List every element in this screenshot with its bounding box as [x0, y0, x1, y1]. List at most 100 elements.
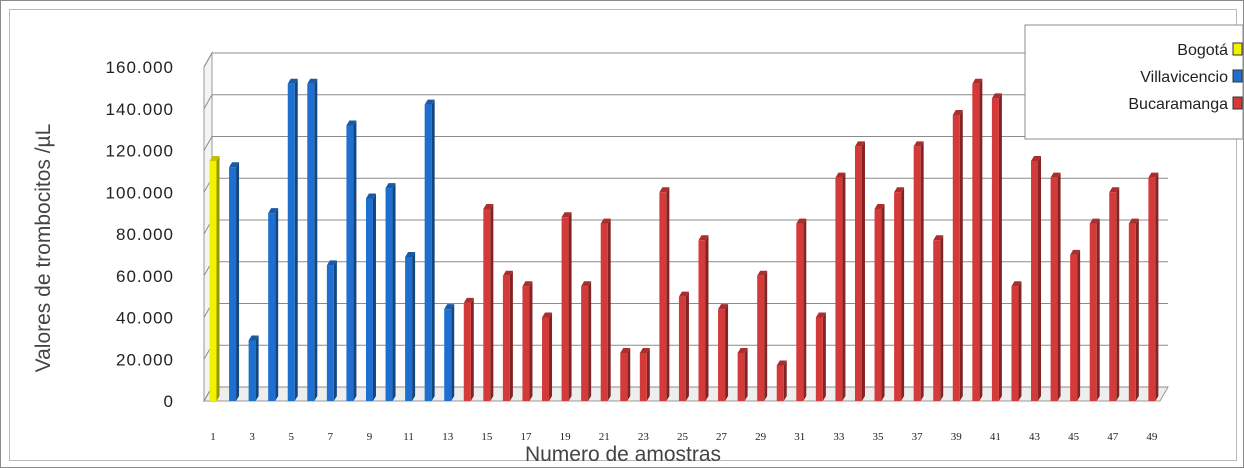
x-tick-label: 11	[403, 431, 414, 443]
series-bogotá	[209, 155, 220, 401]
bar	[1128, 218, 1139, 401]
bar-side	[783, 360, 787, 401]
bar	[248, 335, 259, 401]
legend-box	[1024, 24, 1244, 140]
bar-side	[392, 183, 396, 401]
legend-swatch	[1232, 96, 1243, 110]
bar-side	[588, 281, 592, 401]
bar-front	[287, 83, 295, 401]
x-tick-label: 41	[990, 431, 1001, 443]
bar-front	[1128, 223, 1136, 401]
bar-front	[620, 352, 628, 401]
bar-top	[229, 162, 240, 168]
x-tick-label: 47	[1107, 431, 1119, 443]
chart-inner-frame	[9, 9, 1237, 461]
gridline-diag	[203, 94, 213, 109]
bars	[209, 78, 1159, 401]
series-villavicencio	[229, 78, 455, 401]
bar-front	[463, 302, 471, 401]
bar-top	[483, 203, 494, 209]
bar-front	[678, 296, 686, 401]
gridline-diag	[203, 136, 213, 151]
bar-top	[757, 270, 768, 276]
bar-side	[646, 347, 650, 401]
bar	[581, 281, 592, 401]
bar	[385, 183, 396, 401]
bar-top	[268, 208, 279, 214]
bar-top	[894, 187, 905, 193]
bar-side	[901, 187, 905, 401]
bar-side	[451, 304, 455, 401]
bar-top	[346, 120, 357, 126]
bar	[620, 347, 631, 401]
bar-front	[326, 265, 334, 401]
bar	[835, 172, 846, 401]
bar	[502, 270, 513, 401]
y-tick-label: 120.000	[106, 142, 174, 161]
x-tick-label: 29	[755, 431, 767, 443]
bar-top	[1109, 187, 1120, 193]
bar-front	[737, 352, 745, 401]
bar-top	[581, 281, 592, 287]
bar-top	[776, 360, 787, 366]
bar-top	[365, 193, 376, 199]
bar	[1070, 249, 1081, 401]
bar-side	[568, 212, 572, 401]
bar-front	[1148, 177, 1156, 401]
bar	[678, 291, 689, 401]
bar	[737, 347, 748, 401]
bar-front	[698, 240, 706, 401]
x-tick-label: 13	[442, 431, 454, 443]
bar-front	[405, 256, 413, 401]
legend: Bogotá Villavicencio Bucaramanga	[1024, 24, 1244, 140]
bar	[894, 187, 905, 401]
x-tick-label: 7	[328, 431, 334, 443]
bar	[991, 93, 1002, 401]
series-bucaramanga	[463, 78, 1159, 401]
bar-top	[1050, 172, 1061, 178]
bar	[815, 312, 826, 401]
bar	[405, 251, 416, 401]
bar	[1109, 187, 1120, 401]
bar-front	[502, 275, 510, 401]
bar-front	[600, 223, 608, 401]
bar-front	[991, 98, 999, 401]
bar-side	[705, 235, 709, 401]
bar-front	[639, 352, 647, 401]
bar-top	[1128, 218, 1139, 224]
bar-top	[718, 304, 729, 310]
bar-side	[1096, 218, 1100, 401]
x-tick-label: 45	[1068, 431, 1080, 443]
bar-top	[678, 291, 689, 297]
bar-side	[372, 193, 376, 401]
legend-label: Bogotá	[1177, 42, 1228, 59]
bar-top	[835, 172, 846, 178]
bar-side	[509, 270, 513, 401]
bar-side	[920, 141, 924, 401]
bar	[600, 218, 611, 401]
bar-side	[549, 312, 553, 401]
bar-top	[287, 78, 298, 84]
x-tick-label: 49	[1146, 431, 1158, 443]
bar-side	[959, 110, 963, 401]
bar-front	[952, 115, 960, 401]
y-tick-label: 160.000	[106, 58, 174, 77]
bar	[229, 162, 240, 401]
bar	[463, 297, 474, 401]
bar	[952, 110, 963, 401]
bar-side	[725, 304, 729, 401]
bar-side	[979, 78, 983, 401]
bar	[444, 304, 455, 401]
bar-side	[216, 155, 220, 401]
bar	[561, 212, 572, 401]
bar	[1050, 172, 1061, 401]
bar-side	[842, 172, 846, 401]
bar-top	[796, 218, 807, 224]
bar-side	[822, 312, 826, 401]
bar-top	[502, 270, 513, 276]
bar	[796, 218, 807, 401]
bar-front	[1031, 160, 1039, 401]
bar-side	[275, 208, 279, 401]
bar-front	[581, 286, 589, 401]
